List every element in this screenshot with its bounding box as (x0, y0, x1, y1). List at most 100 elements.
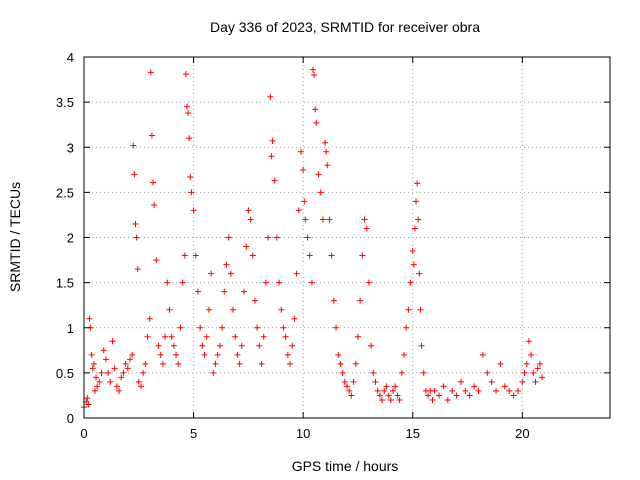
data-point (420, 369, 427, 376)
data-point (475, 387, 482, 394)
data-point (444, 396, 451, 403)
data-point (238, 342, 245, 349)
y-axis-label: SRMTID / TECUs (7, 182, 23, 292)
data-point (534, 365, 541, 372)
data-point (208, 270, 215, 277)
data-point (157, 351, 164, 358)
data-point (530, 369, 537, 376)
data-point (131, 171, 138, 178)
data-point (256, 342, 263, 349)
data-point (333, 324, 340, 331)
data-point (493, 387, 500, 394)
data-point (276, 279, 283, 286)
data-point (247, 216, 254, 223)
data-point (359, 252, 366, 259)
data-point (166, 306, 173, 313)
data-point (260, 333, 267, 340)
data-point (411, 225, 418, 232)
data-point (135, 378, 142, 385)
data-point (361, 216, 368, 223)
data-point (312, 106, 319, 113)
data-point (319, 216, 326, 223)
data-point (221, 288, 228, 295)
data-point (409, 248, 416, 255)
data-point (405, 306, 412, 313)
data-point (396, 396, 403, 403)
data-point (293, 270, 300, 277)
data-point (466, 392, 473, 399)
data-point (471, 383, 478, 390)
data-point (148, 132, 155, 139)
data-point (151, 202, 158, 209)
data-point (127, 356, 134, 363)
data-point (140, 369, 147, 376)
data-point (379, 396, 386, 403)
data-point (282, 333, 289, 340)
y-tick-label: 2 (67, 231, 74, 246)
data-point (315, 171, 322, 178)
data-point (177, 324, 184, 331)
data-point (521, 369, 528, 376)
data-point (415, 216, 422, 223)
y-tick-label: 0.5 (56, 366, 74, 381)
data-point (425, 392, 432, 399)
data-point (284, 351, 291, 358)
data-point (150, 179, 157, 186)
data-point (230, 306, 237, 313)
data-point (144, 333, 151, 340)
data-point (376, 392, 383, 399)
data-point (383, 383, 390, 390)
data-point (130, 142, 137, 149)
data-point (273, 234, 280, 241)
data-point (122, 360, 129, 367)
data-point (179, 279, 186, 286)
x-tick-label: 0 (80, 426, 87, 441)
data-point (370, 369, 377, 376)
data-point (162, 333, 169, 340)
data-point (341, 378, 348, 385)
data-point (346, 387, 353, 394)
data-point (129, 351, 136, 358)
data-point (287, 360, 294, 367)
data-point (124, 365, 131, 372)
data-point (258, 360, 265, 367)
data-point (407, 279, 414, 286)
data-point (175, 360, 182, 367)
data-point (216, 342, 223, 349)
data-point (181, 252, 188, 259)
data-point (392, 383, 399, 390)
data-point (300, 166, 307, 173)
data-point (368, 342, 375, 349)
data-point (449, 387, 456, 394)
x-tick-label: 20 (515, 426, 529, 441)
data-point (357, 297, 364, 304)
data-point (223, 261, 230, 268)
data-point (348, 392, 355, 399)
data-point (525, 338, 532, 345)
data-point (414, 180, 421, 187)
data-points (81, 66, 546, 411)
data-point (225, 234, 232, 241)
data-point (510, 392, 517, 399)
data-point (267, 93, 274, 100)
data-point (187, 174, 194, 181)
data-point (317, 189, 324, 196)
y-tick-label: 3.5 (56, 95, 74, 110)
y-tick-label: 4 (67, 50, 74, 65)
data-point (339, 369, 346, 376)
data-point (201, 351, 208, 358)
data-point (431, 387, 438, 394)
data-point (98, 369, 105, 376)
data-point (528, 351, 535, 358)
data-point (194, 288, 201, 295)
data-point (390, 387, 397, 394)
data-point (243, 243, 250, 250)
data-point (91, 387, 98, 394)
data-point (416, 270, 423, 277)
data-point (227, 270, 234, 277)
data-point (153, 257, 160, 264)
data-point (289, 342, 296, 349)
data-point (306, 252, 313, 259)
data-point (214, 351, 221, 358)
